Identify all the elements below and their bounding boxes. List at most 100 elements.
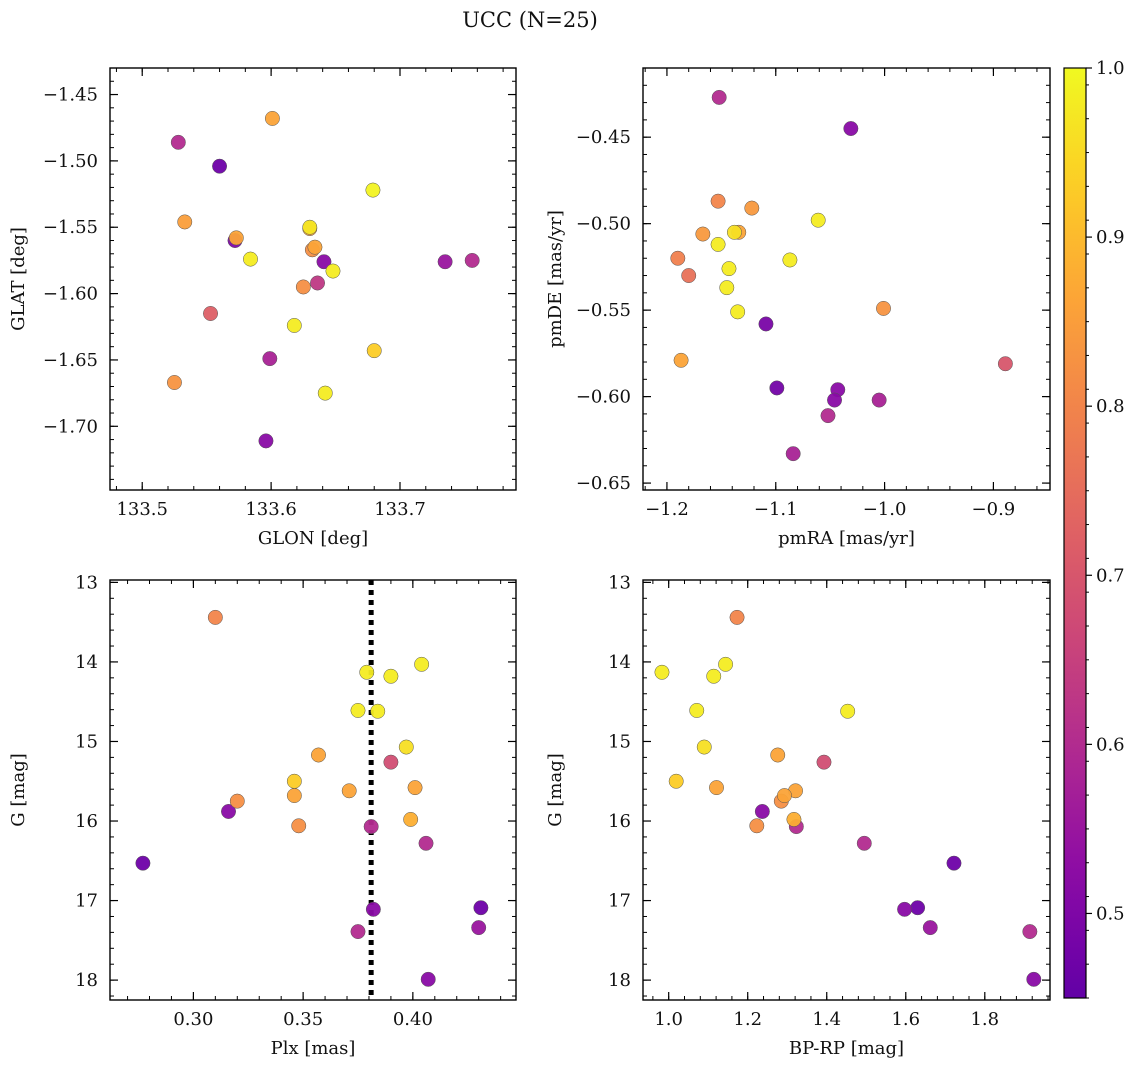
colorbar: 0.5 0.6 0.7 0.8 0.9 1.0 [1063, 58, 1125, 999]
data-point [437, 254, 453, 270]
y-tick-label: −1.55 [43, 217, 98, 238]
data-point [654, 664, 670, 680]
colorbar-tick-label: 0.9 [1096, 227, 1125, 248]
data-point [689, 703, 705, 718]
colorbar-tick-label: 1.0 [1096, 58, 1125, 79]
data-point [403, 811, 419, 827]
y-tick-label: 18 [75, 970, 98, 991]
plot-frame [109, 579, 517, 1001]
data-point [681, 268, 697, 283]
data-point [350, 924, 366, 940]
data-point [710, 236, 726, 252]
x-tick-label: 133.7 [374, 499, 426, 520]
data-point [695, 226, 711, 242]
data-point [325, 263, 341, 279]
x-axis-label-pmra: pmRA [mas/yr] [778, 528, 915, 549]
data-point [719, 280, 735, 296]
y-tick-label: 13 [75, 572, 98, 593]
data-point [871, 392, 887, 408]
data-point [718, 656, 734, 672]
data-point [311, 747, 326, 763]
plot-frame [642, 579, 1051, 1001]
data-point [418, 835, 434, 851]
colorbar-tick-label: 0.6 [1096, 734, 1125, 755]
data-point [363, 819, 379, 835]
data-point [696, 739, 712, 755]
data-point [414, 656, 430, 672]
y-tick-label: 14 [608, 652, 631, 673]
y-tick-label: 14 [75, 652, 98, 673]
data-point [316, 254, 332, 270]
data-point [350, 703, 366, 718]
data-point [856, 835, 872, 851]
data-point [286, 317, 302, 333]
data-point [166, 375, 182, 390]
data-point [243, 251, 258, 267]
y-tick-label: −0.60 [576, 387, 631, 408]
plot-frame [109, 67, 517, 491]
x-tick-label: 1.2 [733, 1009, 762, 1030]
panel-plx-gmag: 0.30 0.35 0.40 13 14 15 16 17 18 Plx [mas] G [mag] [8, 572, 517, 1059]
data-point [827, 392, 842, 408]
figure-title: UCC (N=25) [462, 8, 598, 32]
y-tick-label: 15 [608, 731, 631, 752]
y-tick-label: 17 [608, 891, 631, 912]
y-tick-label: 16 [608, 811, 631, 832]
data-point [471, 920, 487, 936]
x-tick-label: −1.1 [754, 499, 798, 520]
data-point [922, 920, 938, 936]
x-tick-label: 133.5 [116, 499, 168, 520]
data-point [212, 158, 228, 174]
x-tick-label: −1.2 [645, 499, 689, 520]
plot-frame [642, 67, 1051, 491]
data-point [673, 352, 689, 368]
x-tick-label: 1.0 [654, 1009, 683, 1030]
y-tick-label: 15 [75, 731, 98, 752]
data-point [258, 433, 274, 449]
y-axis-label-glat: GLAT [deg] [8, 227, 29, 331]
data-point [464, 252, 480, 268]
data-point [228, 230, 244, 246]
data-point [843, 121, 859, 136]
data-point [997, 356, 1013, 372]
data-point [307, 239, 323, 255]
y-axis-label-pmde: pmDE [mas/yr] [545, 210, 566, 348]
data-point [946, 855, 962, 871]
data-point [398, 739, 414, 755]
data-point [816, 754, 832, 770]
data-point [366, 343, 382, 359]
data-point [711, 89, 727, 105]
data-point [221, 804, 236, 819]
data-point [786, 811, 802, 827]
x-tick-label: 1.6 [891, 1009, 920, 1030]
x-tick-label: −0.9 [972, 499, 1016, 520]
data-point [721, 261, 737, 277]
data-point [359, 664, 375, 680]
colorbar-tick-label: 0.7 [1096, 565, 1125, 586]
y-tick-label: −1.60 [43, 284, 98, 305]
data-point [820, 408, 836, 424]
data-point [897, 901, 913, 917]
data-point [810, 212, 826, 228]
y-tick-label: 16 [75, 811, 98, 832]
data-point [295, 279, 311, 295]
data-point [1026, 971, 1042, 987]
data-point [264, 110, 280, 126]
data-point [670, 250, 686, 266]
data-point [710, 193, 726, 209]
data-point [341, 783, 357, 799]
data-point [207, 609, 223, 625]
data-point [770, 747, 786, 763]
data-point [229, 793, 245, 809]
x-tick-label: 1.4 [812, 1009, 841, 1030]
y-tick-label: 18 [608, 970, 631, 991]
y-tick-label: −0.55 [576, 300, 631, 321]
data-point [170, 134, 186, 150]
y-tick-label: −0.50 [576, 214, 631, 235]
data-point [286, 788, 302, 804]
data-point [729, 609, 745, 625]
y-tick-label: 13 [608, 572, 631, 593]
data-point [365, 901, 381, 917]
x-tick-label: 0.30 [173, 1009, 213, 1030]
